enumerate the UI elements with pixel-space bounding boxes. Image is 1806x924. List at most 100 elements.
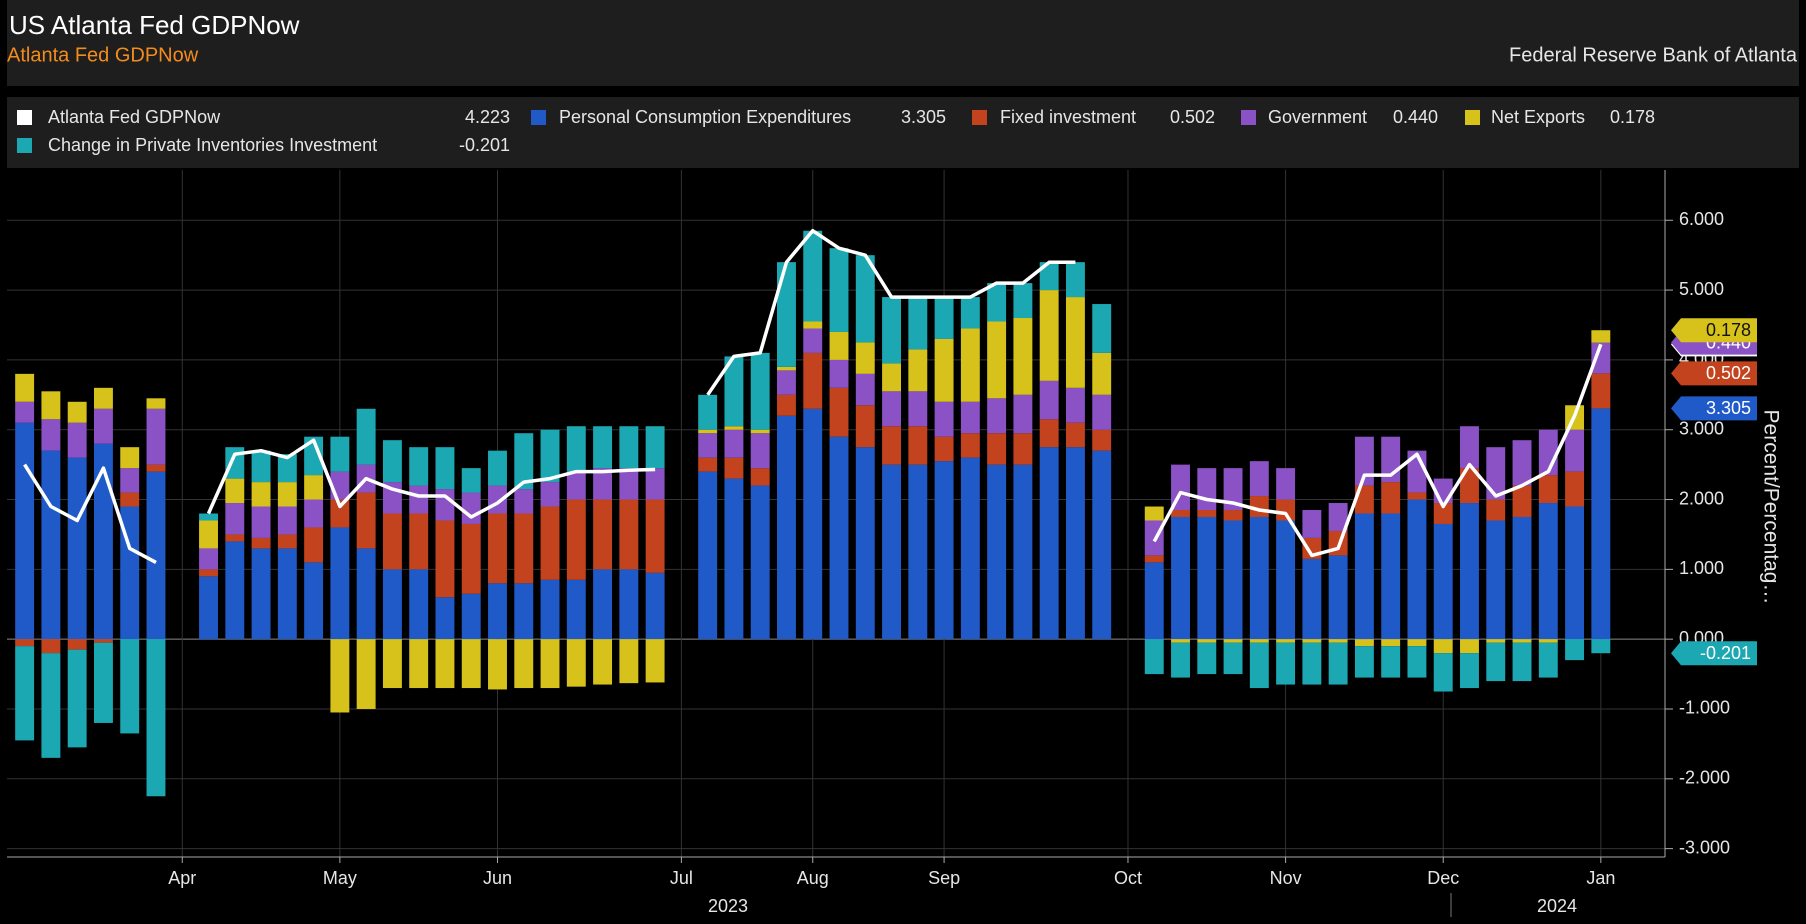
bar-segment [777, 370, 796, 395]
bar-segment [514, 433, 534, 490]
bar-segment [277, 454, 297, 483]
value-badge-label: 3.305 [1706, 398, 1751, 418]
bar-segment [1565, 506, 1585, 640]
bar-segment [251, 537, 271, 549]
bar-segment [1013, 283, 1033, 319]
bar-segment [566, 499, 586, 580]
bar-segment [1276, 468, 1296, 500]
bar-segment [882, 426, 902, 465]
bar-segment [1486, 642, 1506, 682]
bar-segment [1276, 642, 1296, 685]
y-tick-label: 6.000 [1679, 209, 1724, 229]
bar-segment [461, 523, 481, 594]
bar-segment [514, 639, 534, 689]
bar-segment [15, 422, 35, 640]
bar-segment [1302, 558, 1322, 640]
bar-segment [1407, 499, 1427, 640]
bar-segment [1460, 468, 1479, 504]
bar-segment [67, 649, 87, 748]
bar-segment [146, 408, 166, 465]
bar-segment [488, 450, 507, 486]
bar-segment [1354, 646, 1374, 678]
bar-segment [15, 639, 35, 647]
bar-segment [1328, 555, 1348, 640]
bar-segment [1302, 642, 1322, 685]
bar-segment [1092, 304, 1112, 353]
bar-segment [1486, 520, 1506, 640]
bar-segment [488, 513, 507, 584]
bar-segment [829, 331, 849, 360]
bar-segment [67, 457, 87, 640]
bar-segment [1460, 426, 1479, 469]
bar-segment [1065, 297, 1085, 388]
bar-segment [1591, 373, 1611, 409]
bar-segment [120, 492, 140, 507]
bar-segment [93, 443, 113, 640]
x-tick-label: Nov [1270, 868, 1302, 888]
bar-segment [934, 401, 954, 437]
bar-segment [199, 576, 218, 640]
bar-segment [277, 548, 297, 640]
bar-segment [619, 426, 639, 469]
bar-segment [199, 569, 218, 577]
bar-segment [619, 569, 639, 640]
bar-segment [1223, 642, 1243, 675]
x-tick-label: Jun [483, 868, 512, 888]
bar-segment [435, 489, 455, 521]
bar-segment [1197, 516, 1217, 640]
bar-segment [908, 426, 928, 465]
value-badge-label: 0.178 [1706, 320, 1751, 340]
bar-segment [1538, 475, 1558, 504]
y-tick-label: 1.000 [1679, 558, 1724, 578]
bar-segment [251, 548, 271, 640]
bar-segment [435, 597, 455, 640]
bar-segment [960, 297, 980, 329]
bar-segment [251, 450, 271, 483]
bar-segment [724, 429, 744, 458]
bar-segment [1276, 499, 1296, 521]
bar-segment [199, 548, 218, 570]
bar-segment [1013, 433, 1033, 465]
bar-segment [1565, 471, 1585, 507]
bar-segment [855, 405, 875, 448]
bar-segment [777, 394, 796, 416]
bar-segment [41, 391, 61, 420]
bar-segment [382, 513, 402, 570]
bar-segment [461, 468, 481, 493]
bar-segment [93, 639, 113, 643]
bar-segment [199, 520, 218, 549]
x-tick-label: Dec [1427, 868, 1459, 888]
chart-title: US Atlanta Fed GDPNow [9, 10, 300, 40]
bar-segment [1328, 639, 1348, 643]
x-tick-label: Oct [1114, 868, 1142, 888]
legend-label: Government [1268, 107, 1367, 127]
bar-segment [645, 426, 665, 469]
bar-segment [1197, 642, 1217, 675]
chart-subtitle: Atlanta Fed GDPNow [7, 44, 199, 66]
bar-segment [1197, 639, 1217, 643]
bar-segment [93, 408, 113, 444]
bar-segment [488, 583, 507, 640]
bar-segment [1328, 503, 1348, 531]
bar-segment [1223, 639, 1243, 643]
bar-segment [777, 366, 796, 371]
x-tick-label: May [323, 868, 357, 888]
bar-segment [829, 359, 849, 388]
bar-segment [93, 387, 113, 409]
legend-value: 3.305 [901, 107, 946, 127]
bar-segment [15, 373, 35, 402]
bar-segment [1381, 513, 1401, 640]
bar-segment [1276, 639, 1296, 643]
bar-segment [356, 639, 376, 709]
legend-swatch [531, 110, 546, 125]
source: Federal Reserve Bank of Atlanta [1509, 44, 1798, 66]
bar-segment [908, 297, 928, 350]
bar-segment [382, 569, 402, 640]
x-tick-label: Jan [1586, 868, 1615, 888]
bar-segment [1197, 468, 1217, 511]
x-tick-label: Apr [168, 868, 196, 888]
bar-segment [1538, 642, 1558, 678]
bar-segment [882, 297, 902, 364]
bar-segment [304, 527, 324, 563]
bar-segment [146, 471, 166, 640]
